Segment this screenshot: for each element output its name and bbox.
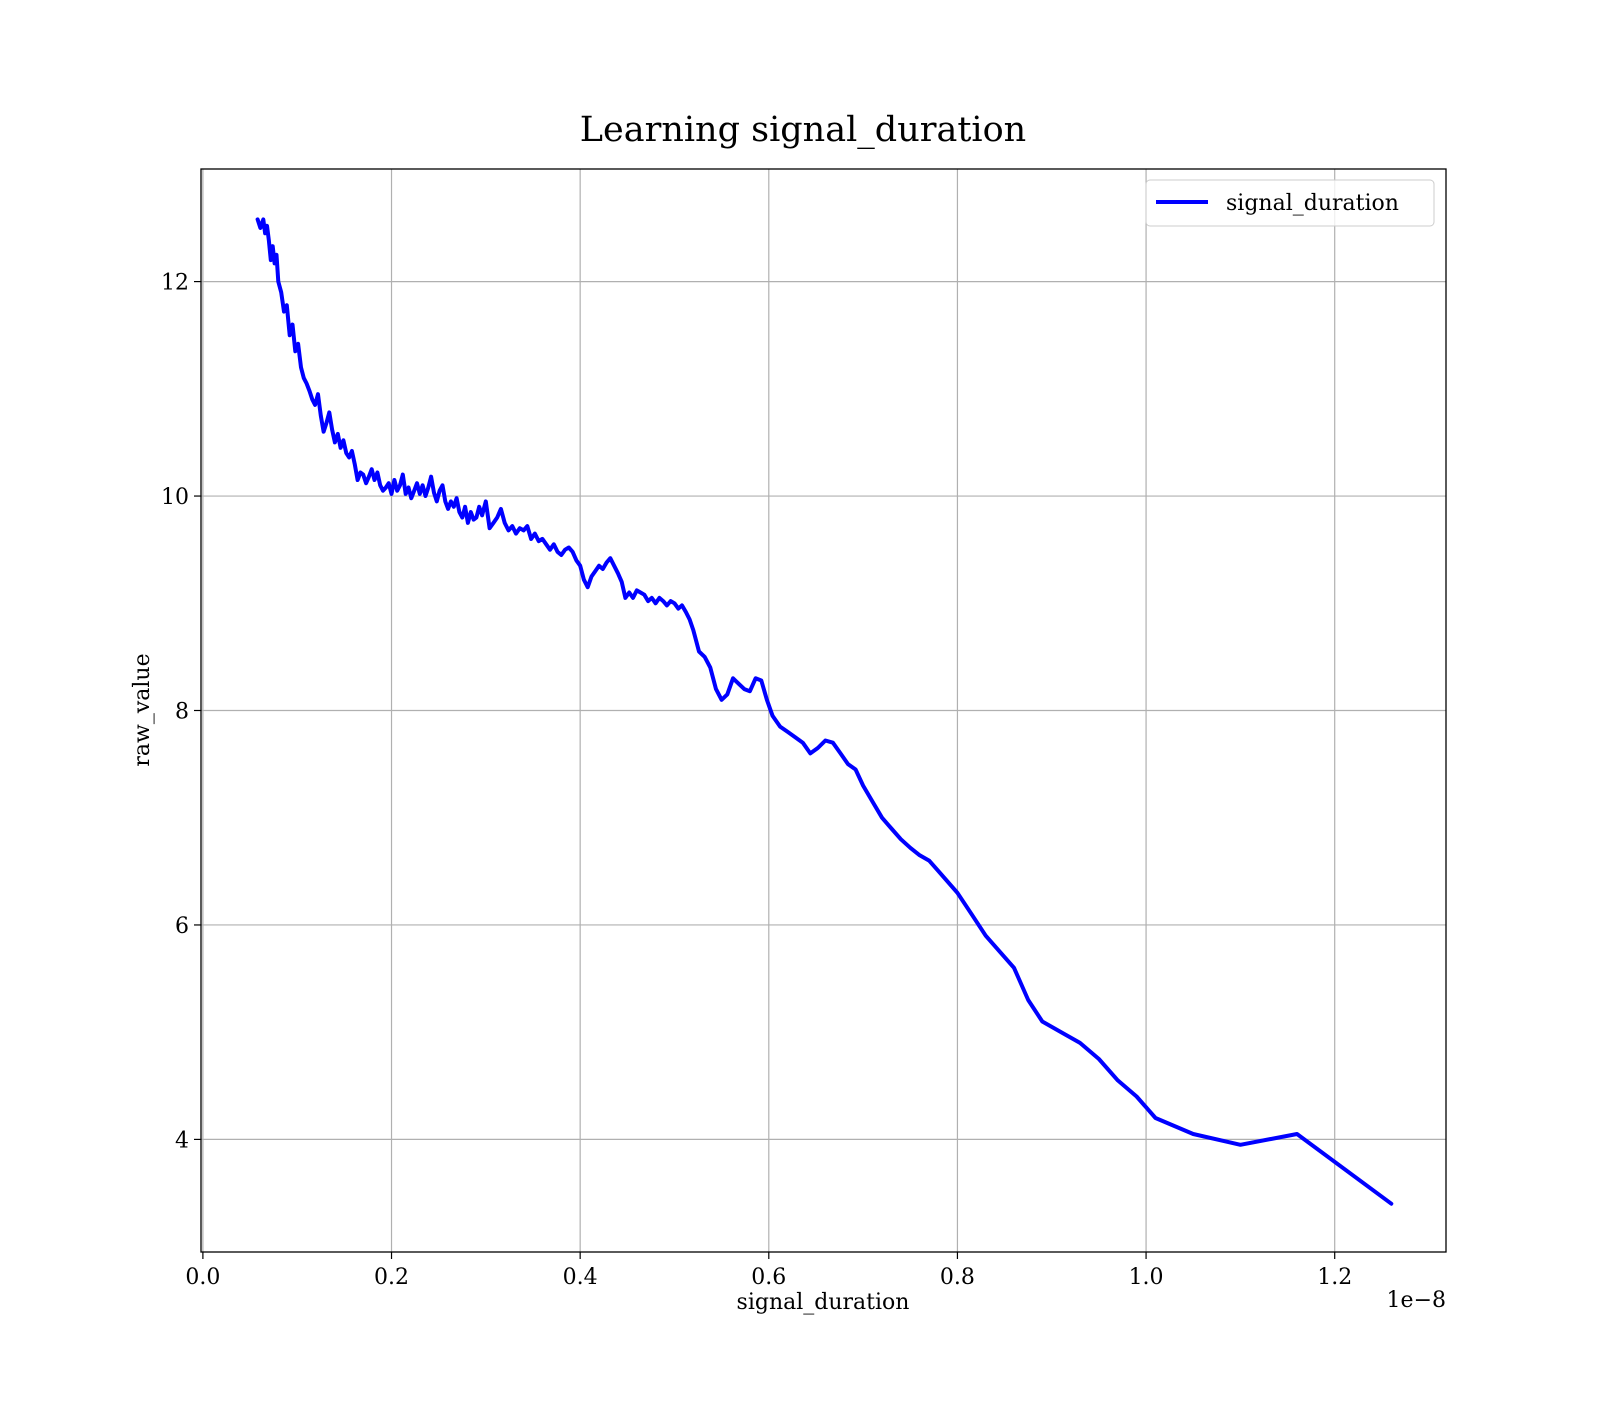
legend-label: signal_duration	[1226, 191, 1399, 216]
y-tick-label: 6	[175, 914, 189, 939]
y-tick-label: 4	[175, 1128, 189, 1153]
x-tick-label: 0.8	[940, 1265, 975, 1290]
y-tick-label: 8	[175, 700, 189, 725]
x-tick-label: 1.0	[1129, 1265, 1164, 1290]
series-line	[255, 217, 1394, 1206]
y-axis-label: raw_value	[130, 653, 155, 766]
grid-lines	[201, 169, 1446, 1252]
plot-area	[255, 217, 1394, 1206]
x-tick-label: 0.0	[185, 1265, 220, 1290]
x-axis-label: signal_duration	[737, 1290, 910, 1315]
x-axis-ticks: 0.0 0.2 0.4 0.6 0.8 1.0 1.2	[185, 1252, 1352, 1290]
y-axis-ticks: 4 6 8 10 12	[161, 271, 201, 1153]
legend-box	[1145, 179, 1435, 227]
y-tick-label: 10	[161, 485, 189, 510]
x-tick-label: 1.2	[1317, 1265, 1352, 1290]
chart-title: Learning signal_duration	[580, 110, 1026, 150]
x-tick-label: 0.4	[563, 1265, 598, 1290]
x-tick-label: 0.6	[751, 1265, 786, 1290]
legend: signal_duration	[1145, 179, 1435, 227]
x-offset-label: 1e−8	[1387, 1288, 1446, 1313]
x-tick-label: 0.2	[374, 1265, 409, 1290]
y-tick-label: 12	[161, 271, 189, 296]
